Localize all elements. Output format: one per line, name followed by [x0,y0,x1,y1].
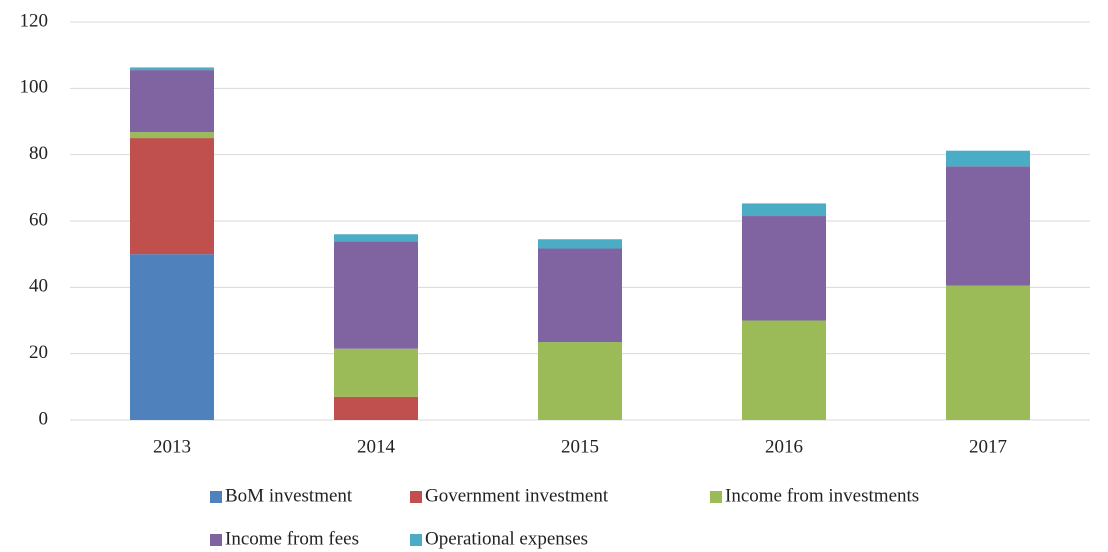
bar-segment [334,234,418,242]
y-tick-label: 0 [39,408,49,429]
legend-swatch [210,534,222,546]
legend-label: Income from investments [725,485,919,506]
bar-segment [946,150,1030,167]
legend-swatch [410,534,422,546]
legend-swatch [410,491,422,503]
y-tick-label: 20 [29,342,48,363]
x-tick-label: 2016 [765,436,803,457]
y-tick-label: 80 [29,143,48,164]
y-tick-label: 40 [29,276,48,297]
bar-segment [742,203,826,217]
bar-segment [130,132,214,139]
bar-segment [334,396,418,420]
bar-segment [130,70,214,133]
legend-label: Income from fees [225,528,359,549]
bar-segment [334,348,418,397]
x-tick-label: 2014 [357,436,396,457]
bar-segment [334,241,418,349]
bar-segment [742,216,826,321]
bar-segment [538,342,622,420]
bar-segment [538,248,622,343]
bar-segment [130,138,214,255]
legend-label: BoM investment [225,485,353,506]
bar-segment [946,285,1030,420]
x-tick-label: 2017 [969,436,1007,457]
y-tick-label: 60 [29,209,48,230]
x-tick-label: 2015 [561,436,599,457]
bar-segment [130,254,214,420]
bar-segment [130,67,214,71]
bar-segment [946,166,1030,286]
y-tick-label: 120 [20,10,49,31]
legend-label: Government investment [425,485,609,506]
bar-segment [538,239,622,249]
legend-swatch [210,491,222,503]
legend-label: Operational expenses [425,528,588,549]
bar-segment [742,320,826,420]
y-tick-label: 100 [20,77,49,98]
legend-swatch [710,491,722,503]
x-tick-label: 2013 [153,436,191,457]
